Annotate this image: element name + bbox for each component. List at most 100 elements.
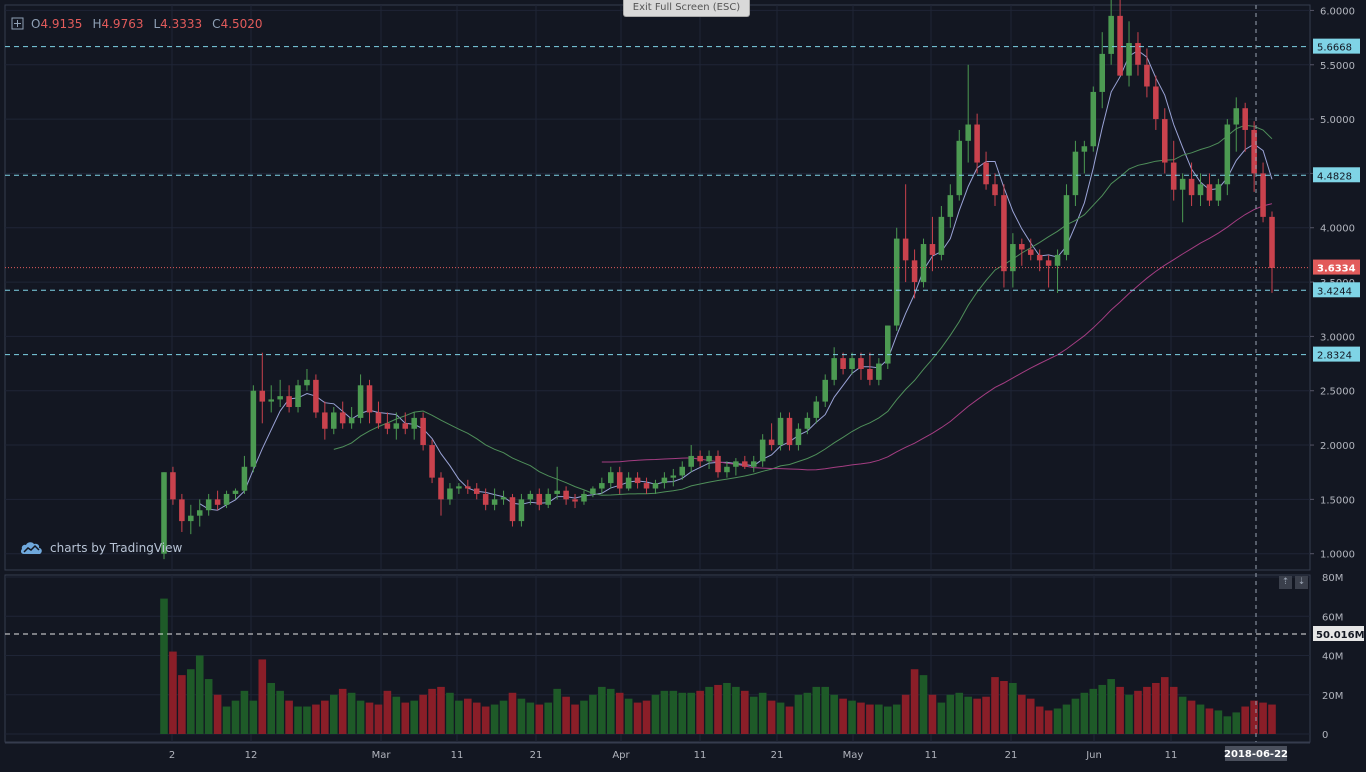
volume-bar — [892, 704, 901, 734]
candle-body — [795, 428, 802, 446]
exit-fullscreen-button[interactable]: Exit Full Screen (ESC) — [623, 0, 750, 17]
candle-body — [1206, 184, 1213, 201]
volume-bar — [169, 651, 177, 734]
candle-body — [1162, 119, 1168, 163]
candle-body — [509, 497, 516, 522]
candle-body — [500, 497, 507, 500]
candle-body — [259, 390, 266, 402]
candle-body — [750, 461, 757, 467]
volume-bar — [1098, 684, 1107, 734]
volume-bar — [1187, 700, 1196, 734]
candle-body — [402, 423, 409, 429]
volume-bar — [589, 694, 597, 734]
candle-body — [858, 358, 864, 369]
candle-body — [1072, 151, 1079, 196]
candle-body — [1269, 216, 1275, 268]
volume-bar — [669, 690, 678, 734]
price-tick-label: 6.0000 — [1320, 6, 1355, 17]
price-tick-label: 4.0000 — [1320, 224, 1355, 235]
candle-body — [304, 379, 310, 386]
level-label-box — [1313, 38, 1360, 54]
volume-bar — [830, 694, 838, 734]
volume-bar — [401, 702, 410, 734]
time-tick-label: Jun — [1085, 750, 1102, 761]
volume-bar — [213, 694, 222, 734]
candle-body — [482, 493, 489, 505]
candle-body — [974, 124, 980, 163]
scale-up-button[interactable]: ⇡ — [1279, 576, 1292, 589]
candle-body — [1063, 195, 1070, 255]
volume-bar — [714, 684, 722, 734]
candle-body — [670, 475, 677, 478]
time-tick-label: 21 — [530, 750, 543, 761]
volume-bar — [1205, 708, 1214, 734]
volume-bar — [901, 694, 910, 734]
candle-body — [375, 412, 382, 424]
legend-toggle-icon — [11, 17, 24, 30]
volume-bar — [499, 700, 508, 734]
volume-bar — [1071, 698, 1080, 734]
scale-down-button[interactable]: ⇣ — [1295, 576, 1308, 589]
ohlc-low-label: L — [153, 17, 160, 31]
volume-bar — [910, 669, 919, 734]
candle-body — [1224, 124, 1231, 185]
candle-body — [706, 455, 712, 462]
candle-body — [840, 358, 846, 369]
volume-bar — [285, 700, 293, 734]
ma-slow-line — [601, 203, 1273, 471]
candle-body — [1233, 108, 1240, 125]
candle-body — [911, 260, 918, 283]
volume-bar — [964, 696, 972, 734]
volume-bar — [464, 698, 472, 734]
volume-bar — [204, 679, 213, 734]
volume-bar — [1160, 677, 1169, 734]
candle-body — [965, 124, 971, 141]
volume-bar — [1259, 702, 1267, 734]
volume-bar — [821, 686, 830, 734]
tradingview-branding[interactable]: charts by TradingView — [20, 541, 182, 555]
candle-body — [366, 385, 373, 413]
volume-bar — [598, 686, 606, 734]
volume-bar — [374, 704, 383, 734]
level-label: 3.4244 — [1317, 286, 1352, 297]
candle-body — [1260, 173, 1266, 217]
volume-bar — [526, 702, 535, 734]
level-label: 4.4828 — [1317, 171, 1352, 182]
volume-bar — [848, 700, 856, 734]
volume-bar — [812, 686, 821, 734]
volume-bar — [1232, 712, 1241, 734]
time-tick-label: Mar — [372, 750, 392, 761]
volume-bar — [428, 688, 436, 734]
candle-body — [643, 483, 650, 489]
volume-bar — [437, 686, 445, 734]
candle-body — [241, 466, 248, 491]
tradingview-cloud-icon — [20, 542, 42, 554]
candle-body — [652, 483, 659, 489]
volume-bar — [687, 692, 695, 734]
time-tick-label: 11 — [1165, 750, 1178, 761]
volume-bar — [231, 700, 240, 734]
candle-body — [742, 461, 748, 467]
candle-body — [813, 401, 820, 418]
volume-bar — [749, 696, 758, 734]
branding-text: charts by TradingView — [50, 541, 183, 555]
candle-body — [348, 417, 355, 424]
volume-tick-label: 80M — [1322, 573, 1343, 584]
time-tick-label: May — [843, 750, 864, 761]
candle-body — [393, 423, 400, 429]
volume-bar — [195, 655, 204, 734]
volume-bar — [955, 692, 964, 734]
volume-bar — [535, 704, 544, 734]
volume-bar — [446, 692, 454, 734]
candle-body — [1001, 195, 1007, 272]
candle-body — [1197, 184, 1204, 196]
candle-body — [429, 445, 435, 478]
time-tick-label: 11 — [694, 750, 707, 761]
candle-body — [1153, 86, 1159, 120]
candle-body — [893, 238, 900, 326]
price-tick-label: 2.0000 — [1320, 441, 1355, 452]
volume-bar — [1268, 704, 1276, 734]
volume-bar — [240, 690, 249, 734]
candle-body — [590, 488, 596, 494]
